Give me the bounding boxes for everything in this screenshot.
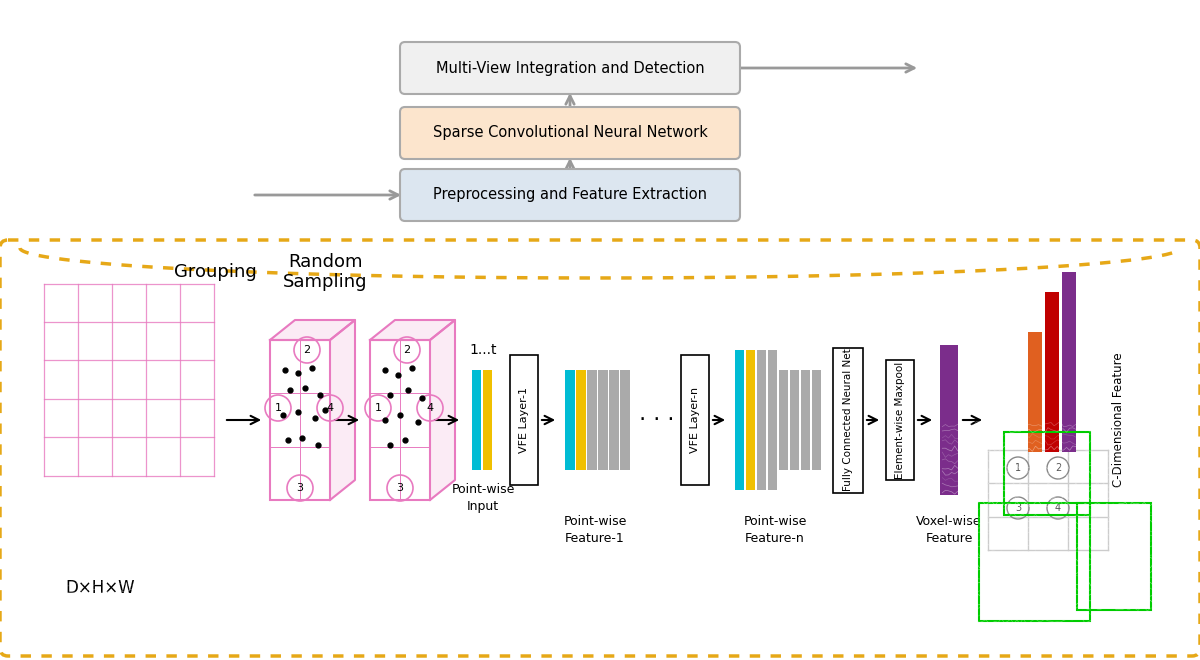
Bar: [979, 503, 1090, 622]
Text: VFE Layer-n: VFE Layer-n: [690, 387, 700, 453]
FancyBboxPatch shape: [400, 169, 740, 221]
Text: 4: 4: [326, 403, 334, 413]
Bar: [565, 370, 575, 470]
Text: 3: 3: [1015, 503, 1021, 513]
Bar: [779, 370, 788, 470]
Bar: [576, 370, 586, 470]
Polygon shape: [370, 320, 455, 340]
Text: Multi-View Integration and Detection: Multi-View Integration and Detection: [436, 61, 704, 75]
FancyBboxPatch shape: [400, 42, 740, 94]
Bar: [610, 370, 619, 470]
Bar: [802, 370, 810, 470]
Bar: [587, 370, 598, 470]
Bar: [510, 355, 538, 485]
FancyBboxPatch shape: [400, 107, 740, 159]
Bar: [598, 370, 608, 470]
Text: 4: 4: [426, 403, 433, 413]
Polygon shape: [430, 320, 455, 500]
Text: Voxel-wise
Feature: Voxel-wise Feature: [917, 515, 982, 545]
Polygon shape: [270, 320, 355, 340]
Bar: [1003, 432, 1090, 515]
Text: VFE Layer-1: VFE Layer-1: [520, 387, 529, 453]
Text: Fully Connected Neural Net: Fully Connected Neural Net: [842, 348, 853, 492]
Text: 2: 2: [304, 345, 311, 355]
Text: Point-wise
Feature-1: Point-wise Feature-1: [563, 515, 626, 545]
Text: Random
Sampling: Random Sampling: [283, 253, 367, 292]
Bar: [482, 370, 492, 470]
Bar: [682, 355, 709, 485]
Bar: [370, 340, 430, 500]
Bar: [940, 345, 958, 495]
FancyBboxPatch shape: [0, 240, 1200, 656]
Text: Preprocessing and Feature Extraction: Preprocessing and Feature Extraction: [433, 187, 707, 203]
Bar: [833, 348, 863, 492]
Text: Grouping: Grouping: [174, 263, 257, 281]
Bar: [757, 350, 766, 490]
Text: 2: 2: [403, 345, 410, 355]
Text: D×H×W: D×H×W: [65, 579, 134, 597]
Bar: [620, 370, 630, 470]
Text: 4: 4: [1055, 503, 1061, 513]
Bar: [1045, 292, 1060, 452]
Bar: [1062, 272, 1076, 452]
Text: · · · ·: · · · ·: [625, 410, 674, 430]
Bar: [768, 350, 778, 490]
Bar: [1078, 503, 1151, 610]
Text: Sparse Convolutional Neural Network: Sparse Convolutional Neural Network: [432, 125, 708, 141]
Text: 3: 3: [296, 483, 304, 493]
Text: 3: 3: [396, 483, 403, 493]
Bar: [1028, 332, 1042, 452]
Text: Point-wise
Input: Point-wise Input: [451, 483, 515, 513]
Text: Element-wise Maxpool: Element-wise Maxpool: [895, 362, 905, 478]
Bar: [746, 350, 755, 490]
Bar: [472, 370, 481, 470]
Text: 2: 2: [1055, 463, 1061, 473]
Bar: [734, 350, 744, 490]
Text: 1: 1: [275, 403, 282, 413]
Text: 1...t: 1...t: [469, 343, 497, 357]
Text: 1: 1: [374, 403, 382, 413]
Polygon shape: [330, 320, 355, 500]
Bar: [886, 360, 914, 480]
Text: Point-wise
Feature-n: Point-wise Feature-n: [743, 515, 806, 545]
Text: 1: 1: [1015, 463, 1021, 473]
Bar: [270, 340, 330, 500]
Bar: [812, 370, 821, 470]
Bar: [790, 370, 799, 470]
Text: C-Dimensional Feature: C-Dimensional Feature: [1111, 352, 1124, 487]
